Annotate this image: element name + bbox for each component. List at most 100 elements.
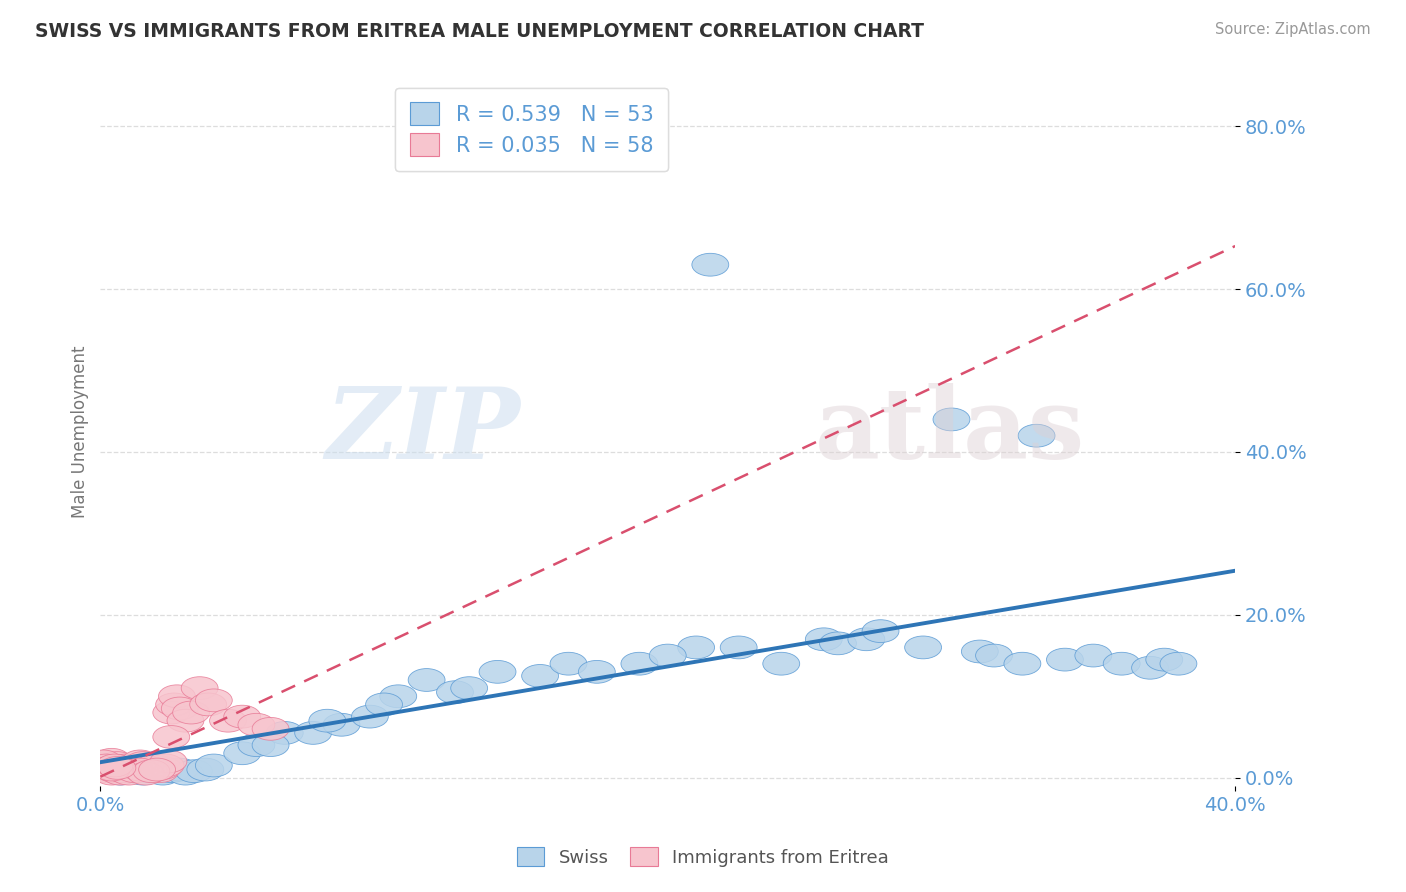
Ellipse shape: [96, 758, 134, 781]
Ellipse shape: [110, 763, 148, 785]
Ellipse shape: [1018, 425, 1054, 447]
Ellipse shape: [104, 756, 142, 780]
Ellipse shape: [162, 697, 198, 720]
Ellipse shape: [1046, 648, 1084, 671]
Ellipse shape: [125, 763, 162, 785]
Ellipse shape: [195, 754, 232, 777]
Ellipse shape: [131, 760, 167, 782]
Ellipse shape: [366, 693, 402, 715]
Ellipse shape: [128, 763, 165, 785]
Ellipse shape: [93, 758, 131, 781]
Ellipse shape: [173, 701, 209, 724]
Ellipse shape: [115, 756, 153, 780]
Ellipse shape: [148, 754, 184, 777]
Ellipse shape: [266, 722, 304, 744]
Ellipse shape: [101, 763, 139, 785]
Ellipse shape: [806, 628, 842, 650]
Ellipse shape: [98, 752, 136, 774]
Ellipse shape: [176, 760, 212, 782]
Ellipse shape: [167, 709, 204, 732]
Ellipse shape: [323, 714, 360, 736]
Ellipse shape: [352, 706, 388, 728]
Ellipse shape: [224, 706, 260, 728]
Ellipse shape: [87, 754, 125, 777]
Y-axis label: Male Unemployment: Male Unemployment: [72, 345, 89, 518]
Ellipse shape: [1074, 644, 1112, 667]
Ellipse shape: [125, 752, 162, 774]
Ellipse shape: [238, 714, 274, 736]
Ellipse shape: [209, 709, 246, 732]
Ellipse shape: [650, 644, 686, 667]
Ellipse shape: [98, 758, 136, 781]
Ellipse shape: [115, 758, 153, 781]
Ellipse shape: [1160, 652, 1197, 675]
Ellipse shape: [934, 408, 970, 431]
Ellipse shape: [181, 677, 218, 699]
Ellipse shape: [139, 758, 176, 781]
Ellipse shape: [451, 677, 488, 699]
Ellipse shape: [90, 756, 128, 780]
Ellipse shape: [134, 760, 170, 782]
Ellipse shape: [187, 758, 224, 781]
Text: atlas: atlas: [815, 384, 1085, 480]
Ellipse shape: [976, 644, 1012, 667]
Ellipse shape: [1104, 652, 1140, 675]
Ellipse shape: [118, 754, 156, 777]
Legend: Swiss, Immigrants from Eritrea: Swiss, Immigrants from Eritrea: [510, 840, 896, 874]
Ellipse shape: [252, 717, 290, 740]
Ellipse shape: [578, 660, 616, 683]
Ellipse shape: [692, 253, 728, 277]
Ellipse shape: [145, 756, 181, 780]
Ellipse shape: [107, 754, 145, 777]
Ellipse shape: [145, 763, 181, 785]
Ellipse shape: [84, 750, 122, 772]
Ellipse shape: [252, 734, 290, 756]
Text: ZIP: ZIP: [325, 384, 520, 480]
Ellipse shape: [93, 748, 131, 772]
Text: Source: ZipAtlas.com: Source: ZipAtlas.com: [1215, 22, 1371, 37]
Ellipse shape: [678, 636, 714, 659]
Text: SWISS VS IMMIGRANTS FROM ERITREA MALE UNEMPLOYMENT CORRELATION CHART: SWISS VS IMMIGRANTS FROM ERITREA MALE UN…: [35, 22, 924, 41]
Ellipse shape: [162, 758, 198, 781]
Ellipse shape: [153, 725, 190, 748]
Ellipse shape: [190, 693, 226, 715]
Ellipse shape: [139, 758, 176, 781]
Ellipse shape: [134, 756, 170, 780]
Ellipse shape: [122, 750, 159, 772]
Ellipse shape: [550, 652, 586, 675]
Ellipse shape: [107, 758, 145, 781]
Ellipse shape: [820, 632, 856, 655]
Ellipse shape: [153, 760, 190, 782]
Ellipse shape: [128, 754, 165, 777]
Ellipse shape: [122, 758, 159, 781]
Ellipse shape: [104, 760, 142, 782]
Ellipse shape: [1132, 657, 1168, 679]
Ellipse shape: [90, 758, 128, 781]
Ellipse shape: [101, 763, 139, 785]
Ellipse shape: [96, 754, 134, 777]
Ellipse shape: [136, 754, 173, 777]
Ellipse shape: [110, 758, 148, 781]
Ellipse shape: [238, 734, 274, 756]
Ellipse shape: [167, 763, 204, 785]
Ellipse shape: [763, 652, 800, 675]
Ellipse shape: [150, 750, 187, 772]
Ellipse shape: [848, 628, 884, 650]
Ellipse shape: [87, 760, 125, 782]
Ellipse shape: [862, 620, 898, 642]
Ellipse shape: [159, 685, 195, 707]
Ellipse shape: [720, 636, 756, 659]
Ellipse shape: [224, 742, 260, 764]
Ellipse shape: [309, 709, 346, 732]
Ellipse shape: [93, 763, 131, 785]
Ellipse shape: [380, 685, 416, 707]
Ellipse shape: [98, 756, 136, 780]
Ellipse shape: [904, 636, 942, 659]
Ellipse shape: [96, 754, 134, 777]
Ellipse shape: [479, 660, 516, 683]
Ellipse shape: [295, 722, 332, 744]
Ellipse shape: [96, 760, 134, 782]
Ellipse shape: [110, 760, 148, 782]
Ellipse shape: [84, 754, 122, 777]
Ellipse shape: [112, 760, 150, 782]
